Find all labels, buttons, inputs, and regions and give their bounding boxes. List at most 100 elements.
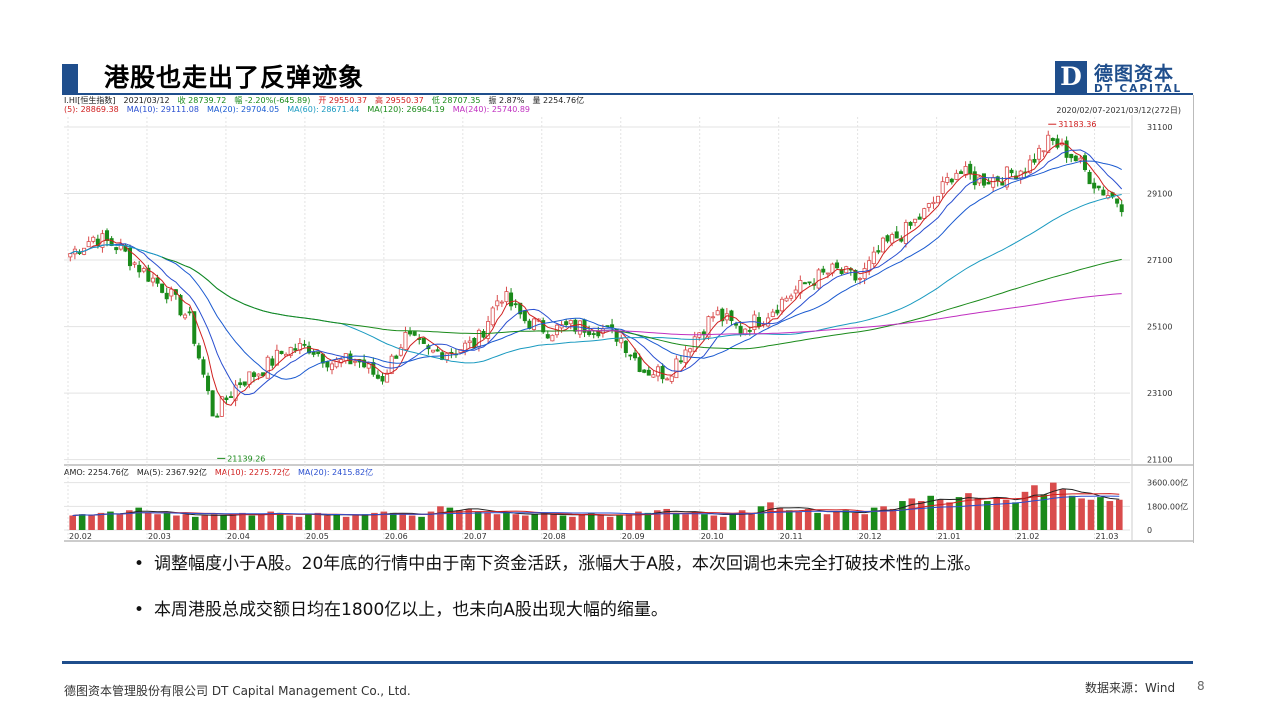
volume-bar bbox=[814, 512, 821, 530]
volume-bar bbox=[861, 514, 869, 530]
volume-bar bbox=[314, 512, 322, 530]
volume-bar bbox=[521, 515, 529, 530]
volume-bar bbox=[173, 515, 180, 530]
candle-body bbox=[481, 330, 486, 338]
x-tick-label: 20.07 bbox=[464, 532, 487, 541]
volume-bar bbox=[1068, 495, 1076, 530]
candle-body bbox=[605, 325, 610, 328]
candle-body bbox=[105, 230, 110, 241]
candle-body bbox=[86, 241, 91, 248]
candle-body bbox=[646, 369, 651, 376]
candle-body bbox=[1004, 166, 1009, 188]
candle-body bbox=[311, 351, 316, 355]
candle-body bbox=[118, 244, 123, 250]
x-tick-label: 20.10 bbox=[701, 532, 724, 541]
y-tick-label: 23100 bbox=[1147, 389, 1172, 398]
volume-bar bbox=[540, 512, 548, 530]
candle-body bbox=[233, 384, 238, 401]
candle-body bbox=[623, 340, 628, 354]
volume-bar bbox=[993, 497, 1001, 530]
y-tick-label: 27100 bbox=[1147, 256, 1172, 265]
candle-body bbox=[876, 250, 881, 253]
volume-bar bbox=[1002, 499, 1010, 530]
ma240-line bbox=[575, 293, 1122, 336]
volume-bar bbox=[946, 502, 953, 530]
volume-bar bbox=[842, 510, 850, 530]
price-info-item: 开 29550.37 bbox=[318, 96, 368, 105]
candle-body bbox=[568, 319, 573, 325]
candle-body bbox=[619, 338, 624, 344]
logo-mark-icon: D bbox=[1055, 61, 1087, 93]
bullet-dot-icon: • bbox=[134, 554, 145, 574]
x-tick-label: 20.04 bbox=[227, 532, 250, 541]
candle-body bbox=[1119, 204, 1124, 213]
candle-body bbox=[1087, 171, 1092, 185]
volume-bar bbox=[748, 512, 755, 530]
volume-bar bbox=[465, 508, 473, 530]
candle-body bbox=[894, 231, 899, 239]
candle-body bbox=[770, 311, 775, 317]
y-tick-label: 31100 bbox=[1147, 123, 1172, 132]
candle-body bbox=[362, 359, 367, 368]
volume-bar bbox=[125, 510, 133, 530]
volume-bar bbox=[474, 511, 482, 530]
candle-body bbox=[825, 272, 830, 275]
candle-body bbox=[734, 323, 739, 326]
volume-bar bbox=[719, 516, 727, 530]
candle-body bbox=[738, 325, 743, 334]
volume-bar bbox=[88, 515, 95, 530]
volume-bar bbox=[965, 493, 972, 530]
volume-bar bbox=[927, 495, 935, 530]
volume-info-item: MA(20): 2415.82亿 bbox=[298, 468, 374, 477]
candle-body bbox=[164, 292, 169, 300]
ma-info-item: MA(240): 25740.89 bbox=[452, 105, 530, 114]
candle-body bbox=[807, 281, 812, 284]
candle-body bbox=[146, 267, 151, 282]
footer-source: 数据来源：Wind bbox=[1085, 681, 1176, 695]
volume-bar bbox=[380, 511, 388, 530]
candle-body bbox=[1009, 169, 1014, 174]
candle-body bbox=[729, 310, 734, 322]
volume-bar bbox=[1049, 482, 1057, 530]
candle-body bbox=[141, 268, 146, 272]
volume-bar bbox=[1012, 502, 1019, 530]
candle-body bbox=[1115, 198, 1120, 204]
volume-bar bbox=[851, 512, 859, 530]
volume-bar bbox=[371, 512, 378, 530]
volume-tick-label: 3600.00亿 bbox=[1147, 478, 1188, 488]
ma120-line bbox=[161, 256, 1122, 350]
volume-bar bbox=[833, 511, 840, 530]
volume-info-item: MA(5): 2367.92亿 bbox=[136, 468, 207, 477]
candle-body bbox=[706, 316, 711, 338]
volume-bar bbox=[682, 514, 689, 530]
candle-body bbox=[132, 262, 137, 265]
title-rule bbox=[78, 93, 1193, 96]
footer-rule bbox=[62, 661, 1193, 664]
volume-bar bbox=[917, 501, 925, 530]
candle-body bbox=[1050, 138, 1055, 141]
slide-title: 港股也走出了反弹迹象 bbox=[104, 63, 365, 92]
volume-bar bbox=[399, 514, 407, 530]
candle-body bbox=[196, 345, 201, 359]
volume-bar bbox=[889, 508, 897, 530]
candle-body bbox=[1096, 185, 1101, 189]
candle-body bbox=[835, 262, 840, 269]
candle-body bbox=[114, 247, 119, 251]
candle-body bbox=[522, 310, 527, 322]
volume-bar bbox=[389, 512, 397, 530]
volume-bar bbox=[220, 515, 227, 530]
ma-info-item: MA(20): 29704.05 bbox=[206, 105, 280, 114]
price-info-item: 振 2.87% bbox=[488, 96, 525, 105]
candle-body bbox=[316, 351, 321, 355]
candle-body bbox=[917, 216, 922, 220]
candle-body bbox=[775, 309, 780, 314]
volume-bar bbox=[899, 501, 906, 530]
volume-bar bbox=[936, 499, 944, 530]
volume-bar bbox=[484, 512, 491, 530]
candle-body bbox=[1092, 182, 1097, 189]
ma60-line bbox=[70, 194, 1122, 364]
candle-body bbox=[747, 330, 752, 332]
candle-body bbox=[183, 314, 188, 319]
volume-bar bbox=[352, 515, 359, 530]
ma20-line bbox=[70, 160, 1122, 380]
